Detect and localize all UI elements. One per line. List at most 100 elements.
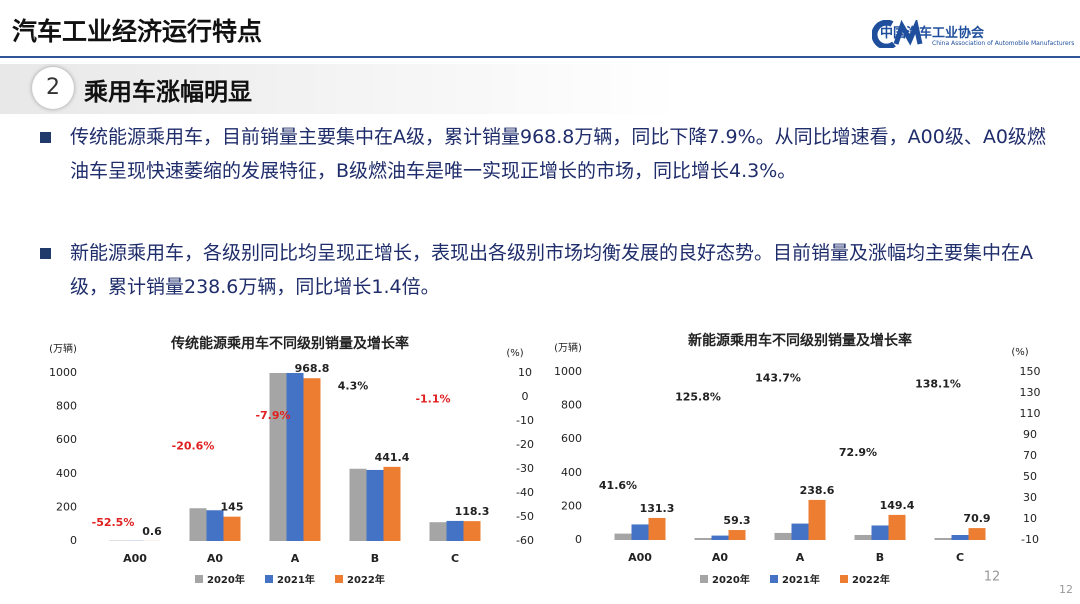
value-label: 0.6 — [142, 525, 162, 538]
legend-label: 2020年 — [207, 573, 245, 586]
bar — [189, 508, 207, 541]
y2-tick-label: 110 — [1020, 407, 1041, 420]
legend-swatch — [335, 575, 343, 583]
y2-tick-label: 150 — [1020, 365, 1041, 378]
growth-label: -7.9% — [255, 409, 290, 422]
growth-label: 138.1% — [915, 377, 961, 390]
value-label: 131.3 — [640, 502, 675, 515]
value-label: 149.4 — [880, 499, 915, 512]
value-label: 968.8 — [295, 362, 330, 375]
bar — [614, 533, 632, 540]
page-number: 12 — [1059, 583, 1073, 596]
y-tick-label: 600 — [561, 432, 582, 445]
y-tick-label: 0 — [70, 534, 77, 547]
legend-swatch — [265, 575, 273, 583]
page-number: 12 — [984, 570, 1001, 585]
y2-tick-label: -60 — [516, 534, 534, 547]
bar — [648, 517, 666, 540]
bullet: 传统能源乘用车，目前销量主要集中在A级，累计销量968.8万辆，同比下降7.9%… — [40, 120, 1050, 188]
y2-tick-label: -20 — [516, 438, 534, 451]
growth-label: -1.1% — [415, 393, 450, 406]
growth-label: 72.9% — [839, 446, 877, 459]
bar — [463, 521, 481, 541]
bar — [711, 535, 729, 540]
y-axis-label: (万辆) — [554, 341, 582, 354]
bar — [808, 499, 826, 540]
y2-axis-label: (%) — [506, 348, 523, 359]
bar — [223, 516, 241, 541]
bar — [694, 537, 712, 540]
bar — [968, 528, 986, 540]
x-tick-label: A — [291, 552, 300, 565]
bullet-text: 传统能源乘用车，目前销量主要集中在A级，累计销量968.8万辆，同比下降7.9%… — [70, 126, 1046, 182]
bar — [366, 469, 384, 541]
y2-axis-label: (%) — [1011, 347, 1028, 358]
legend-label: 2022年 — [347, 573, 385, 586]
x-tick-label: C — [451, 552, 459, 565]
y-tick-label: 600 — [56, 433, 77, 446]
y2-tick-label: -10 — [1021, 533, 1039, 546]
value-label: 59.3 — [723, 514, 750, 527]
y2-tick-label: 30 — [1023, 491, 1037, 504]
bar — [934, 537, 952, 540]
legend-swatch — [195, 575, 203, 583]
bar — [854, 534, 872, 540]
y2-tick-label: 10 — [518, 366, 532, 379]
y-tick-label: 400 — [561, 466, 582, 479]
chart-title: 新能源乘用车不同级别销量及增长率 — [688, 332, 912, 349]
bar — [429, 522, 447, 541]
bar — [286, 373, 304, 541]
bar — [631, 524, 649, 540]
y-tick-label: 200 — [56, 500, 77, 513]
logo-icon — [872, 20, 923, 48]
x-tick-label: A — [796, 551, 805, 564]
header-rule — [0, 56, 1080, 58]
legend-swatch — [770, 575, 778, 583]
value-label: 70.9 — [963, 512, 990, 525]
y-tick-label: 400 — [56, 467, 77, 480]
legend-swatch — [700, 575, 708, 583]
logo-name: 中国汽车工业协会 — [880, 26, 985, 41]
bullet-text: 新能源乘用车，各级别同比均呈现正增长，表现出各级别市场均衡发展的良好态势。目前销… — [70, 242, 1034, 298]
x-tick-label: B — [876, 551, 884, 564]
y2-tick-label: 130 — [1020, 386, 1041, 399]
x-tick-label: A0 — [712, 551, 729, 564]
x-tick-label: B — [371, 552, 379, 565]
bar — [774, 532, 792, 540]
y-axis-label: (万辆) — [49, 342, 77, 355]
value-label: 441.4 — [375, 451, 410, 464]
x-tick-label: C — [956, 551, 964, 564]
bar — [791, 523, 809, 540]
y2-tick-label: 70 — [1023, 449, 1037, 462]
y-tick-label: 0 — [575, 533, 582, 546]
bar — [728, 530, 746, 540]
bar — [383, 466, 401, 541]
growth-label: -20.6% — [172, 439, 215, 452]
y2-tick-label: -30 — [516, 462, 534, 475]
value-label: 118.3 — [455, 505, 490, 518]
legend-swatch — [840, 575, 848, 583]
y2-tick-label: -10 — [516, 414, 534, 427]
x-tick-label: A0 — [207, 552, 224, 565]
growth-label: 143.7% — [755, 372, 801, 385]
y2-tick-label: -50 — [516, 510, 534, 523]
growth-label: 4.3% — [338, 380, 369, 393]
growth-label: 125.8% — [675, 390, 721, 403]
y-tick-label: 800 — [561, 399, 582, 412]
value-label: 238.6 — [800, 484, 835, 497]
section-number: 2 — [32, 67, 74, 109]
legend-label: 2020年 — [712, 573, 750, 586]
legend-label: 2021年 — [782, 573, 820, 586]
y-tick-label: 800 — [56, 400, 77, 413]
y-tick-label: 1000 — [49, 366, 77, 379]
bullet: 新能源乘用车，各级别同比均呈现正增长，表现出各级别市场均衡发展的良好态势。目前销… — [40, 236, 1050, 304]
bar — [269, 373, 287, 541]
plot — [614, 499, 986, 540]
y2-tick-label: -40 — [516, 486, 534, 499]
bar — [349, 468, 367, 541]
section-title: 乘用车涨幅明显 — [84, 78, 252, 106]
logo-english: China Association of Automobile Manufact… — [932, 40, 1075, 47]
y2-tick-label: 50 — [1023, 470, 1037, 483]
y2-tick-label: 10 — [1023, 512, 1037, 525]
